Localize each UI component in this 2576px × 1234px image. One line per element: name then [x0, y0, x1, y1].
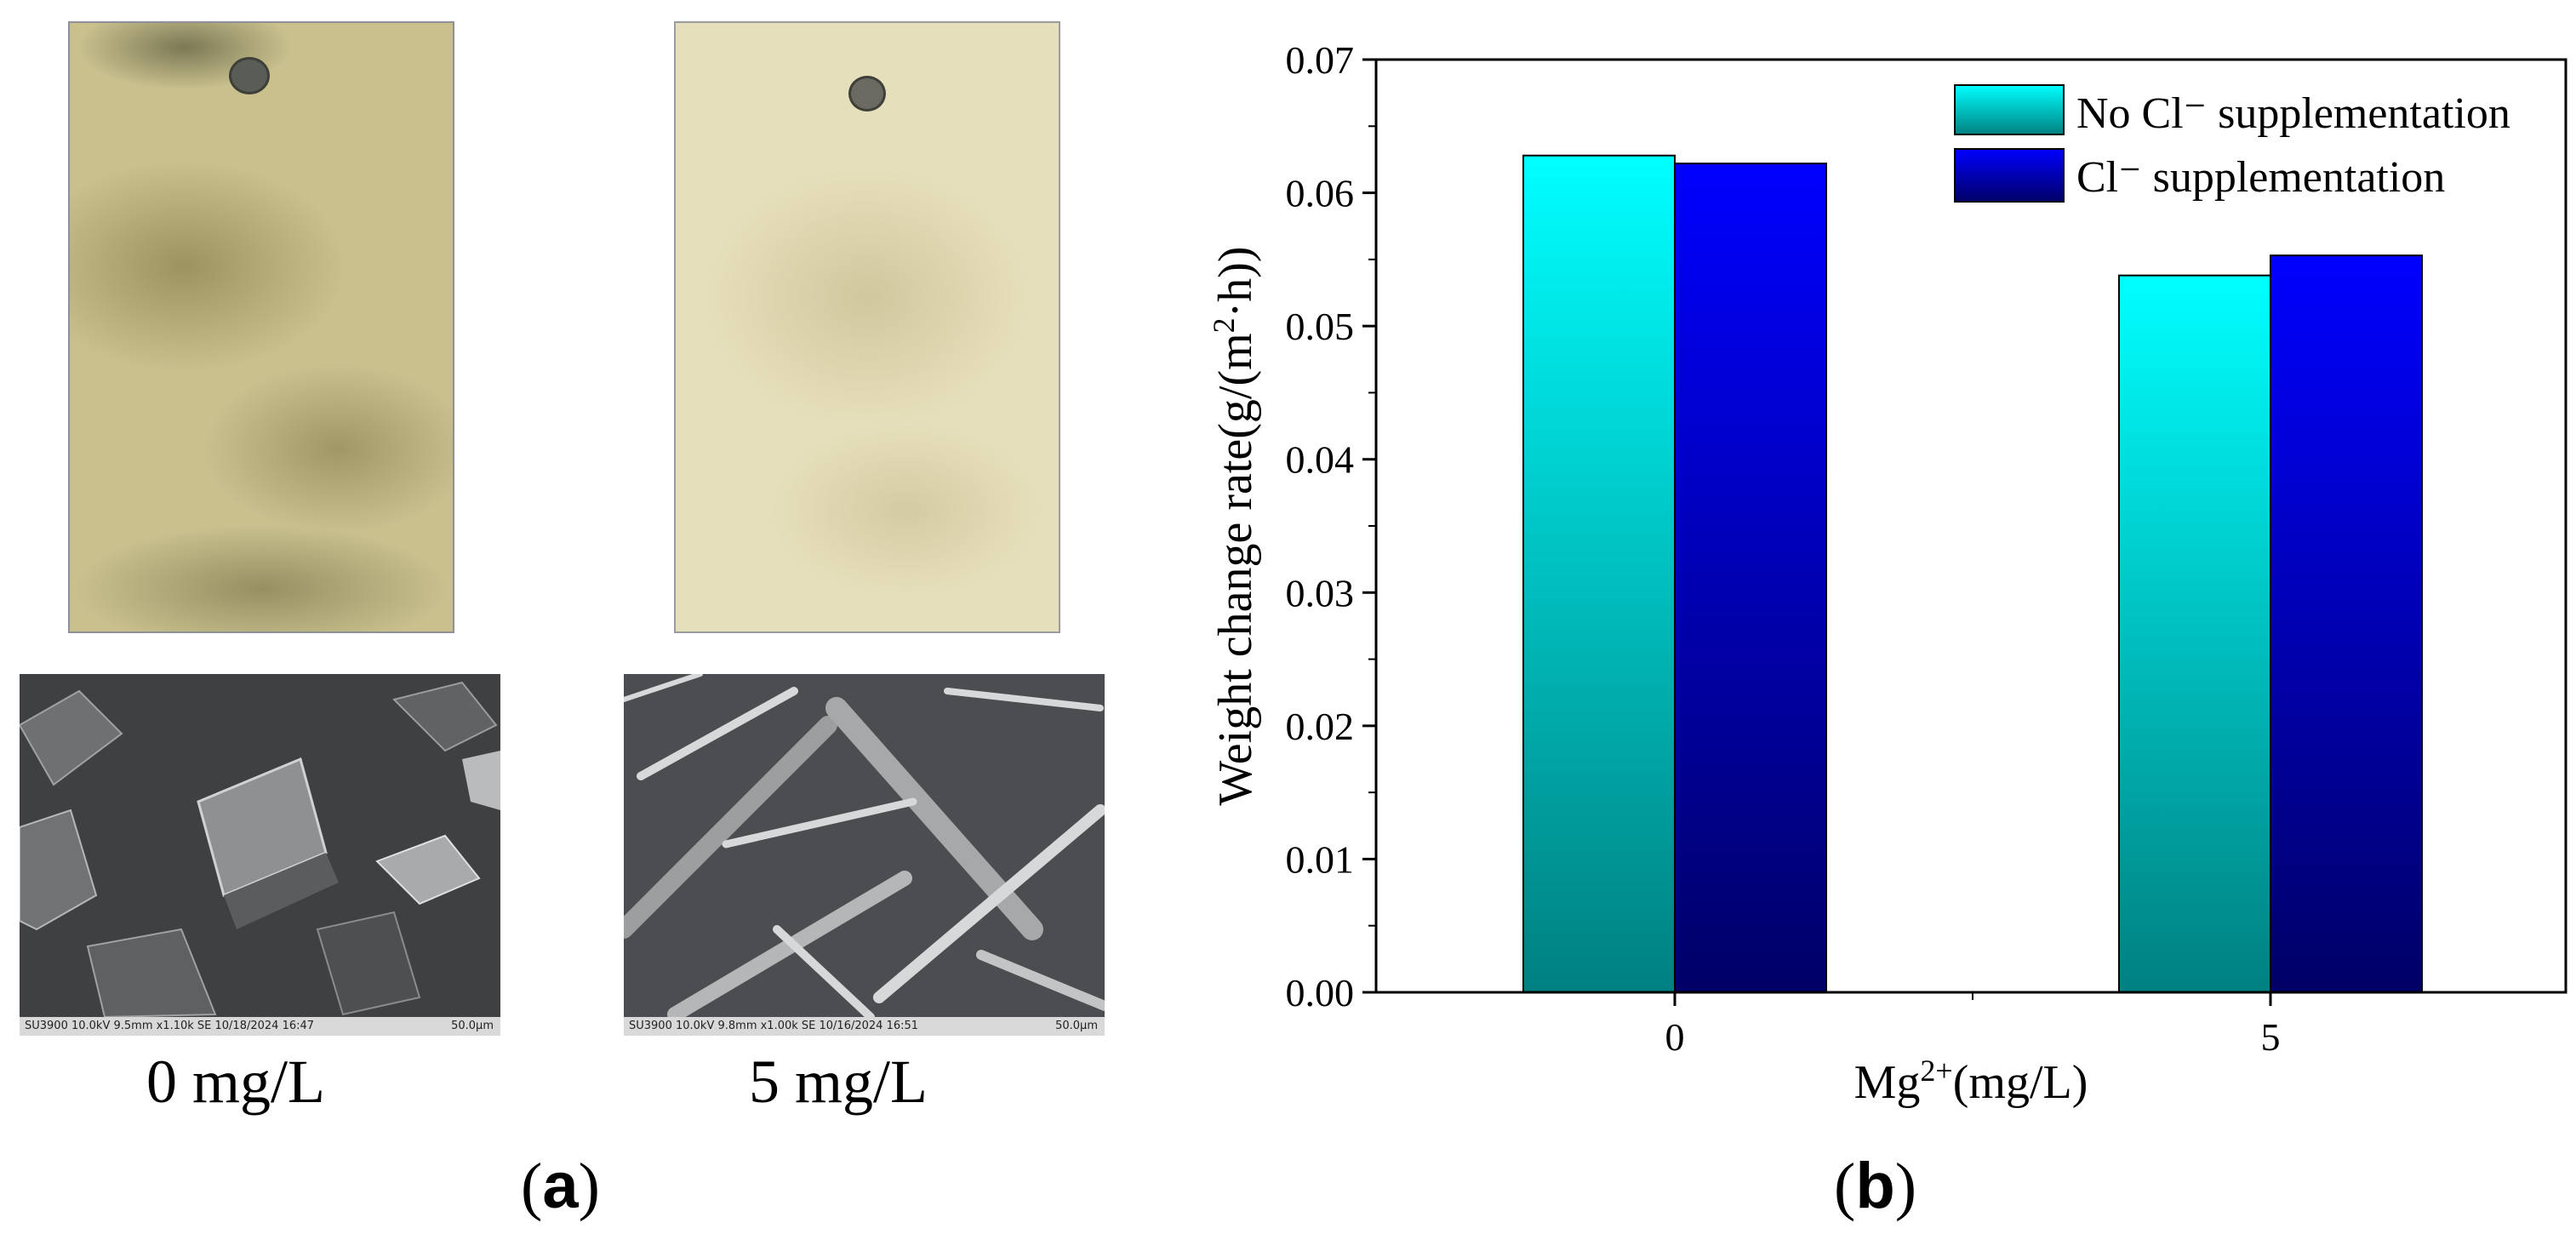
y-tick-label: 0.00	[1286, 971, 1355, 1014]
legend-label-cl: Cl⁻ supplementation	[2076, 153, 2445, 202]
sample-caption-0mg: 0 mg/L	[146, 1048, 325, 1116]
mounting-hole	[229, 57, 270, 94]
legend-label-no-cl: No Cl⁻ supplementation	[2076, 89, 2510, 138]
bar-no-cl-mg5	[2118, 274, 2271, 994]
y-tick-label: 0.03	[1286, 571, 1355, 614]
y-tick-label: 0.07	[1286, 38, 1355, 82]
panel-label-a: (a)	[521, 1150, 600, 1222]
coupon-photo-5mg	[674, 21, 1060, 633]
x-axis-label: Mg2+(mg/L)	[1854, 1054, 2088, 1109]
bar-no-cl-mg0	[1522, 154, 1676, 993]
y-tick-label: 0.01	[1286, 837, 1355, 881]
sem-crystals-needle	[624, 674, 1105, 1017]
legend-swatch-cl	[1954, 148, 2065, 203]
y-axis-label: Weight change rate(g/(m2·h))	[1207, 246, 1262, 805]
coupon-photo-0mg	[68, 21, 454, 633]
legend-swatch-no-cl	[1954, 84, 2065, 135]
y-tick-label: 0.06	[1286, 172, 1355, 215]
legend: No Cl⁻ supplementation Cl⁻ supplementati…	[1954, 84, 2510, 203]
bars-group	[1522, 154, 2423, 994]
sem-info-bar: SU3900 10.0kV 9.8mm x1.00k SE 10/16/2024…	[624, 1017, 1105, 1036]
x-tick-label: 5	[2261, 1015, 2281, 1059]
bar-cl-mg5	[2270, 254, 2423, 994]
sem-image-0mg: SU3900 10.0kV 9.5mm x1.10k SE 10/18/2024…	[20, 674, 500, 1036]
mounting-hole	[848, 76, 886, 111]
y-tick-label: 0.04	[1286, 438, 1355, 482]
sem-image-5mg: SU3900 10.0kV 9.8mm x1.00k SE 10/16/2024…	[624, 674, 1105, 1036]
y-tick-label: 0.05	[1286, 305, 1355, 348]
y-tick-label: 0.02	[1286, 705, 1355, 748]
y-ticks-group: 0.00 0.01 0.02 0.03 0.04 0.05 0.06 0.07	[1286, 38, 1376, 1014]
bar-cl-mg0	[1674, 163, 1827, 993]
sem-info-bar: SU3900 10.0kV 9.5mm x1.10k SE 10/18/2024…	[20, 1017, 500, 1036]
x-tick-label: 0	[1665, 1015, 1685, 1059]
sample-caption-5mg: 5 mg/L	[749, 1048, 928, 1116]
panel-label-b: (b)	[1834, 1150, 1917, 1222]
sem-crystals-cubic	[20, 681, 500, 1017]
